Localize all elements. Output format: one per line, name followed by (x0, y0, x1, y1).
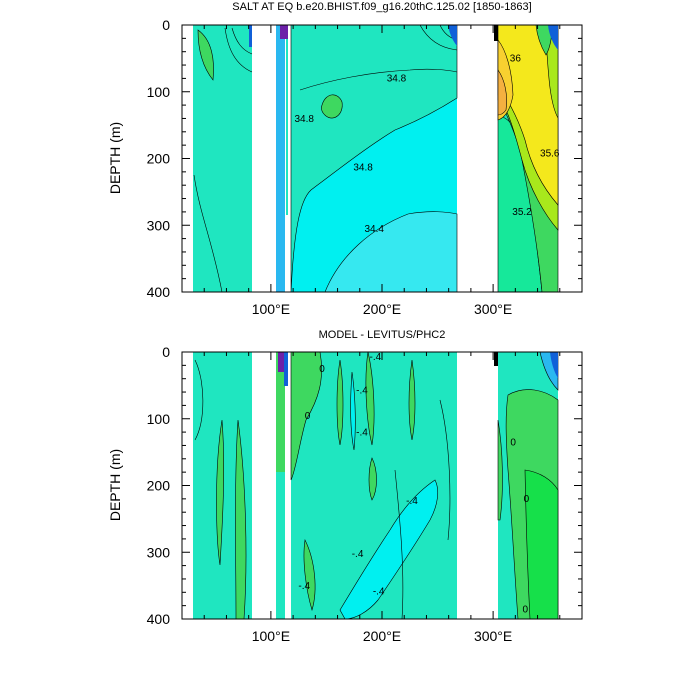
p2-indian-green-1 (216, 419, 225, 566)
contour-label: 0 (319, 364, 325, 375)
p2-strait-dark (278, 352, 286, 372)
p1-atlantic-orange (497, 69, 507, 116)
p2-pacific-cyan-strip (350, 371, 356, 451)
panel-1-plot-area (193, 25, 559, 292)
contour-label: 34.8 (387, 74, 407, 85)
p2-pacific-green-strip-1 (336, 359, 344, 446)
p1-atlantic-coast (494, 25, 498, 41)
contour-label: -.4 (369, 352, 381, 363)
p2-strait-gap (285, 540, 290, 619)
p1-pacific-green-blob (321, 94, 343, 119)
panel-2: MODEL - LEVITUS/PHC2 (107, 329, 583, 644)
y-tick-label: 300 (147, 217, 171, 233)
panel-2-axes: 100°E 200°E 300°E 0 100 200 300 400 (147, 344, 582, 644)
y-tick-label: 200 (147, 151, 171, 167)
p2-pacific-green-west (290, 352, 322, 481)
p2-pacific-green-strip-2 (365, 352, 375, 446)
p1-atlantic-yellow (497, 25, 559, 206)
panel-1-ylabel: DEPTH (m) (107, 122, 123, 194)
panel-1-contour-labels: 34.8 34.8 34.8 34.4 36 35.6 35.2 (294, 54, 559, 235)
contour-label: 34.8 (294, 114, 314, 125)
y-tick-label: 0 (162, 17, 170, 33)
panel-2-ylabel: DEPTH (m) (107, 449, 123, 521)
panel-1-title: SALT AT EQ b.e20.BHIST.f09_g16.20thC.125… (232, 1, 531, 13)
x-tick-label: 100°E (252, 301, 290, 317)
x-tick-label: 300°E (474, 628, 512, 644)
panel-1: SALT AT EQ b.e20.BHIST.f09_g16.20thC.125… (107, 1, 583, 317)
p2-pacific-green-patch-4 (368, 457, 377, 501)
contour-label: 35.6 (540, 148, 560, 159)
contour-label: -.4 (373, 586, 385, 597)
contour-label: -.4 (352, 549, 364, 560)
y-tick-label: 0 (162, 344, 170, 360)
p1-indian-edge-blue (249, 25, 252, 47)
p1-indian-contour (193, 174, 223, 292)
p1-pacific-light-cyan (324, 211, 458, 292)
p2-strait-green (276, 352, 285, 472)
p1-indian-contour-3 (231, 27, 253, 55)
y-tick-label: 400 (147, 611, 171, 627)
p2-pacific-contour-m (394, 469, 404, 619)
p1-pacific-teal (290, 25, 458, 292)
contour-label: 36 (510, 54, 522, 65)
contour-label: -.4 (298, 581, 310, 592)
contour-label: 0 (305, 411, 311, 422)
x-tick-label: 100°E (252, 628, 290, 644)
p2-pacific-green-sw (303, 539, 316, 612)
p1-strait-sky (276, 25, 285, 292)
panel-2-plot-area (193, 352, 559, 619)
p1-strait-gap2 (288, 25, 291, 292)
panel-2-title: MODEL - LEVITUS/PHC2 (319, 329, 446, 341)
p2-strait-gap2 (288, 352, 291, 619)
p2-strait-blue (284, 352, 289, 386)
panel-2-contour-labels: 0 -.4 -.4 -.4 0 0 0 -.4 -.4 -.4 -.4 0 (298, 352, 529, 615)
y-tick-label: 400 (147, 284, 171, 300)
p2-atlantic-blue-core (550, 352, 558, 378)
contour-label: 0 (510, 437, 516, 448)
x-tick-label: 300°E (474, 301, 512, 317)
p1-pacific-contour-e (419, 25, 458, 51)
y-tick-label: 100 (147, 84, 171, 100)
p2-pacific-cyan-diagonal (339, 479, 439, 619)
p1-atlantic-blue-top (548, 25, 558, 50)
contour-label: -.4 (356, 385, 368, 396)
p2-strait-teal (276, 472, 285, 619)
y-tick-label: 300 (147, 544, 171, 560)
p2-indian-contour (194, 359, 204, 441)
p1-indian-green-patch (197, 29, 214, 81)
p1-indian-contour-2 (224, 27, 253, 73)
contour-label: 34.4 (364, 224, 384, 235)
p2-indian-green-2 (235, 419, 247, 619)
y-tick-label: 100 (147, 411, 171, 427)
y-tick-label: 200 (147, 478, 171, 494)
p1-indian-base (193, 25, 252, 292)
contour-label: -.4 (406, 496, 418, 507)
contour-label: -.4 (356, 427, 368, 438)
p2-atlantic-bright (524, 469, 559, 619)
p2-pacific-green-strip-3 (408, 359, 416, 441)
panel-1-axes: 100°E 200°E 300°E 0 100 200 300 400 (147, 17, 582, 317)
contour-label: 0 (523, 604, 529, 615)
p2-atlantic-green-west (497, 419, 503, 521)
contour-label: 34.8 (353, 163, 373, 174)
p2-atlantic-coast (494, 352, 498, 366)
p2-pacific-contour-e (439, 399, 451, 541)
x-tick-label: 200°E (363, 628, 401, 644)
x-tick-label: 200°E (363, 301, 401, 317)
contour-label: 35.2 (512, 207, 532, 218)
contour-label: 0 (524, 494, 530, 505)
p1-pacific-blue-corner (448, 25, 457, 46)
p1-pacific-contour-top (299, 68, 458, 91)
p1-strait-dark (280, 25, 288, 39)
p1-strait-gap (285, 215, 290, 292)
